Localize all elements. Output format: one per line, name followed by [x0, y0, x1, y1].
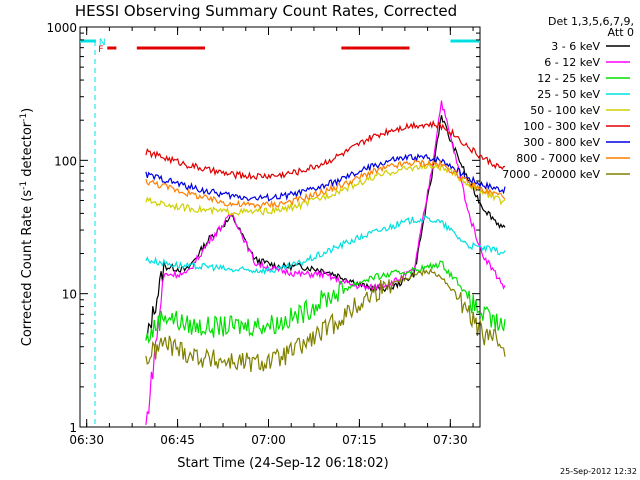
- series-line-4: [145, 161, 506, 216]
- footer-date: 25-Sep-2012 12:32: [560, 467, 637, 476]
- legend-header: Att 0: [608, 26, 634, 39]
- legend-label: 3 - 6 keV: [551, 40, 600, 53]
- y-tick-label: 10: [62, 288, 77, 302]
- flare-flag-label: F: [98, 45, 103, 55]
- series-line-1: [145, 100, 506, 425]
- flag-bars: FN: [80, 38, 480, 55]
- series-line-0: [145, 115, 506, 340]
- series-line-7: [145, 158, 506, 210]
- legend-label: 800 - 7000 keV: [516, 152, 600, 165]
- legend-header: Det 1,3,5,6,7,9,: [548, 15, 634, 28]
- legend-label: 100 - 300 keV: [523, 120, 600, 133]
- legend-label: 300 - 800 keV: [523, 136, 600, 149]
- y-tick-label: 100: [54, 154, 77, 168]
- legend-label: 50 - 100 keV: [530, 104, 600, 117]
- series-lines: [145, 100, 506, 425]
- x-tick-label: 07:15: [342, 433, 377, 447]
- series-line-2: [145, 260, 506, 344]
- series-line-6: [145, 153, 506, 202]
- legend-label: 12 - 25 keV: [537, 72, 600, 85]
- x-tick-label: 06:45: [160, 433, 195, 447]
- x-tick-label: 06:30: [69, 433, 104, 447]
- legend-label: 7000 - 20000 keV: [502, 168, 600, 181]
- night-flag-label: N: [99, 38, 106, 48]
- plot-frame: [79, 26, 481, 428]
- y-tick-label: 1000: [46, 21, 77, 35]
- series-line-5: [145, 119, 506, 180]
- y-axis-label: Corrected Count Rate (s-1 detector-1): [19, 108, 35, 346]
- axes: 1 10 100 1000 06:30 06:45 07:00 07:15 07:30: [46, 21, 480, 447]
- series-line-3: [145, 215, 506, 276]
- x-tick-label: 07:30: [433, 433, 468, 447]
- x-axis-label: Start Time (24-Sep-12 06:18:02): [177, 456, 388, 471]
- y-tick-label: 1: [69, 421, 77, 435]
- chart-title: HESSI Observing Summary Count Rates, Cor…: [75, 2, 457, 20]
- legend: Det 1,3,5,6,7,9,Att 0 3 - 6 keV 6 - 12 keV…: [502, 15, 634, 181]
- legend-label: 6 - 12 keV: [544, 56, 600, 69]
- legend-label: 25 - 50 keV: [537, 88, 600, 101]
- series-line-8: [145, 267, 506, 373]
- x-tick-label: 07:00: [251, 433, 286, 447]
